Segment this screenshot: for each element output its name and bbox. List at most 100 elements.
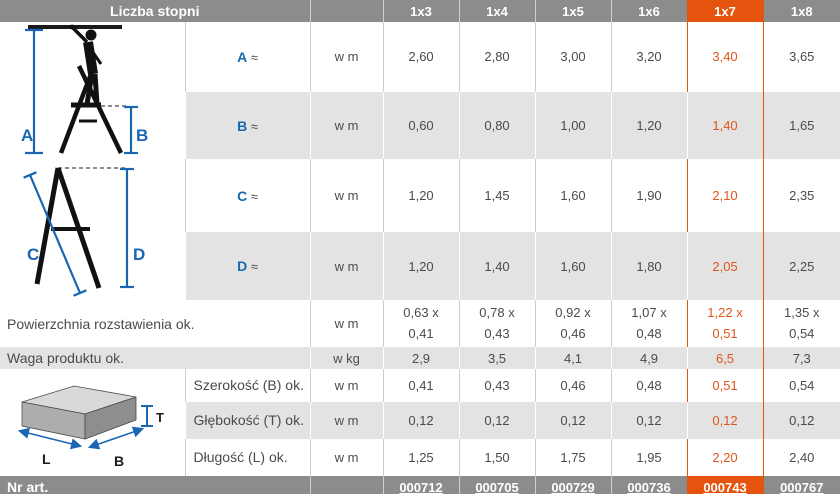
value-cell: 2,40: [762, 438, 840, 476]
unit-cell: w m: [309, 91, 384, 160]
value-cell: 0,12: [610, 401, 688, 439]
value-cell: 1,95: [610, 438, 688, 476]
unit-header-empty: [309, 0, 384, 22]
row-dimension-c: C ≈ w m 1,20 1,45 1,60 1,90 2,10 2,35: [0, 159, 840, 233]
value-cell: 3,00: [534, 22, 612, 92]
column-header-1x7-highlighted: 1x7: [686, 0, 764, 22]
value-cell: 2,25: [762, 232, 840, 300]
value-cell: 3,20: [610, 22, 688, 92]
header-row: Liczba stopni 1x3 1x4 1x5 1x6 1x7 1x8: [0, 0, 840, 22]
value-cell: 0,12: [762, 401, 840, 439]
value-cell: 4,9: [610, 347, 688, 369]
value-cell-highlighted: 3,40: [686, 22, 764, 92]
article-link[interactable]: 000743: [703, 479, 747, 494]
approx-sign: ≈: [250, 118, 258, 134]
value-cell: 1,45: [458, 159, 536, 233]
value-cell: 1,35 x 0,54: [762, 300, 840, 347]
value-cell-highlighted: 0,51: [686, 369, 764, 402]
table-title: Liczba stopni: [0, 0, 311, 22]
dim-letter: C: [237, 187, 248, 204]
value-cell: 1,60: [534, 159, 612, 233]
article-link[interactable]: 000736: [627, 479, 671, 494]
article-link[interactable]: 000729: [551, 479, 595, 494]
value-cell-highlighted: 6,5: [686, 347, 764, 369]
row-dimension-d: D ≈ w m 1,20 1,40 1,60 1,80 2,05 2,25: [0, 232, 840, 300]
row-length: Długość (L) ok. w m 1,25 1,50 1,75 1,95 …: [0, 438, 840, 476]
value-cell: 2,35: [762, 159, 840, 233]
article-row-label: Nr art.: [0, 476, 311, 494]
value-cell: 1,20: [382, 232, 460, 300]
article-cell: 000736: [610, 476, 688, 494]
column-header-1x3: 1x3: [382, 0, 460, 22]
column-header-1x8: 1x8: [762, 0, 840, 22]
value-cell: 0,48: [610, 369, 688, 402]
value-cell: 3,5: [458, 347, 536, 369]
base-box-diagram: L B T: [17, 385, 164, 469]
value-cell: 1,00: [534, 91, 612, 160]
value-cell: 0,12: [382, 401, 460, 439]
value-cell: 4,1: [534, 347, 612, 369]
unit-cell: w m: [309, 369, 384, 402]
article-cell: 000712: [382, 476, 460, 494]
dim-letter: B: [237, 117, 248, 134]
row-footprint: Powierzchnia rozstawienia ok. w m 0,63 x…: [0, 300, 840, 347]
article-link[interactable]: 000705: [475, 479, 519, 494]
value-cell: 0,12: [534, 401, 612, 439]
column-header-1x5: 1x5: [534, 0, 612, 22]
value-cell: 0,43: [458, 369, 536, 402]
value-cell: 3,65: [762, 22, 840, 92]
unit-cell: w m: [309, 401, 384, 439]
approx-sign: ≈: [250, 49, 258, 65]
row-weight: Waga produktu ok. w kg 2,9 3,5 4,1 4,9 6…: [0, 347, 840, 369]
value-cell: 0,46: [534, 369, 612, 402]
unit-cell: w m: [309, 232, 384, 300]
value-cell: 1,40: [458, 232, 536, 300]
row-article-numbers: Nr art. 000712 000705 000729 000736 0007…: [0, 476, 840, 494]
value-cell-highlighted: 1,40: [686, 91, 764, 160]
ladder-diagrams-cell: A B C D: [0, 22, 185, 300]
dim-a-label: A: [21, 126, 33, 145]
value-cell: 0,12: [458, 401, 536, 439]
dim-label-a: A ≈: [184, 22, 311, 92]
value-cell: 1,25: [382, 438, 460, 476]
article-link[interactable]: 000767: [780, 479, 824, 494]
unit-cell: w m: [309, 438, 384, 476]
stepladder-diagram: A B C D: [21, 24, 148, 297]
dim-letter: A: [237, 48, 248, 65]
value-cell-highlighted: 2,20: [686, 438, 764, 476]
row-label: Głębokość (T) ok.: [184, 401, 311, 439]
value-cell: 2,60: [382, 22, 460, 92]
value-cell: 1,60: [534, 232, 612, 300]
dim-b-label: B: [136, 126, 148, 145]
unit-cell: w m: [309, 22, 384, 92]
dim-label-b: B ≈: [184, 91, 311, 160]
article-unit-empty: [309, 476, 384, 494]
approx-sign: ≈: [250, 188, 258, 204]
article-cell-highlighted: 000743: [686, 476, 764, 494]
article-cell: 000767: [762, 476, 840, 494]
dim-label-d: D ≈: [184, 232, 311, 300]
box-t-label: T: [156, 410, 164, 425]
dim-label-c: C ≈: [184, 159, 311, 233]
row-width: L B T Szerokość (B) ok. w m 0,41 0,43 0,…: [0, 369, 840, 476]
column-header-1x4: 1x4: [458, 0, 536, 22]
article-link[interactable]: 000712: [399, 479, 443, 494]
row-dimension-b: B ≈ w m 0,60 0,80 1,00 1,20 1,40 1,65: [0, 91, 840, 160]
value-cell: 1,90: [610, 159, 688, 233]
row-label: Waga produktu ok.: [0, 347, 311, 369]
value-cell-highlighted: 1,22 x 0,51: [686, 300, 764, 347]
row-label: Szerokość (B) ok.: [184, 369, 311, 402]
value-cell: 1,20: [610, 91, 688, 160]
value-cell-highlighted: 2,05: [686, 232, 764, 300]
unit-cell: w m: [309, 159, 384, 233]
unit-cell: w kg: [309, 347, 384, 369]
row-label: Długość (L) ok.: [184, 438, 311, 476]
value-cell: 0,41: [382, 369, 460, 402]
dim-letter: D: [237, 258, 248, 275]
value-cell: 1,80: [610, 232, 688, 300]
value-cell: 0,80: [458, 91, 536, 160]
value-cell: 1,50: [458, 438, 536, 476]
value-cell: 1,07 x 0,48: [610, 300, 688, 347]
